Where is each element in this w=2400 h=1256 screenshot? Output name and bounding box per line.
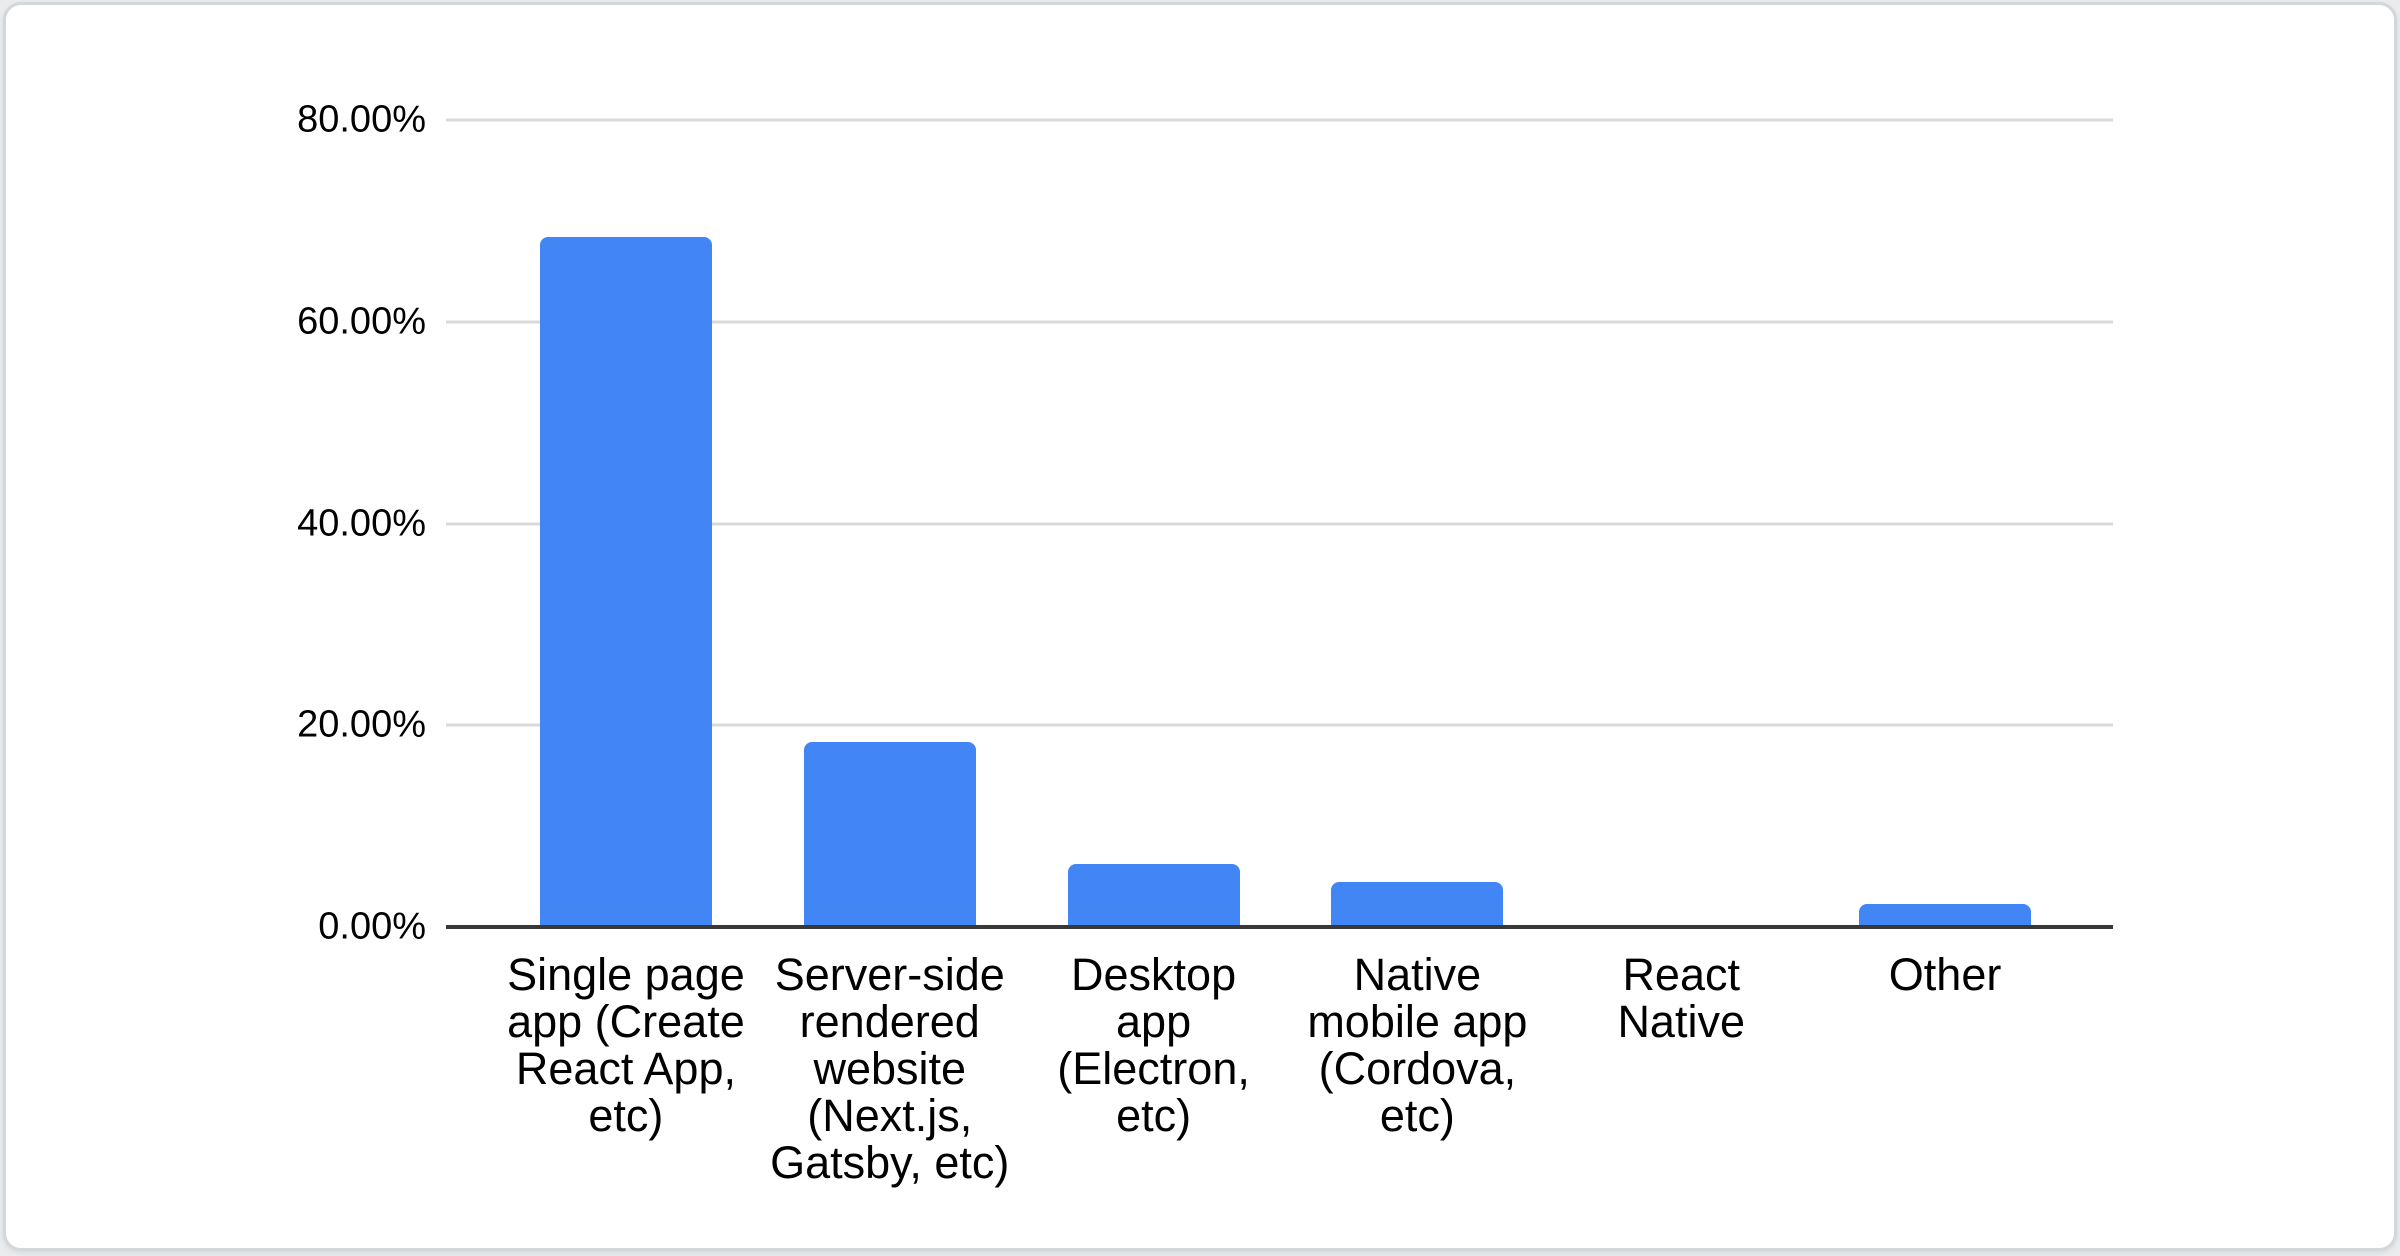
y-axis-tick-label: 20.00% <box>297 703 426 746</box>
bar-slot <box>1022 120 1286 927</box>
bar-slot <box>494 120 758 927</box>
x-axis-category-label-native-mobile-app-cordova-etc: Native mobile app (Cordova, etc) <box>1307 949 1528 1141</box>
bar-slot <box>758 120 1022 927</box>
x-axis-category-label-desktop-app-electron-etc: Desktop app (Electron, etc) <box>1057 949 1250 1141</box>
y-axis-tick-label: 60.00% <box>297 300 426 343</box>
x-axis-category-labels: Single page app (Create React App, etc) S… <box>494 927 2077 1186</box>
plot-area: 80.00% 60.00% 40.00% 20.00% 0.00% Single pag… <box>297 99 2113 1186</box>
gridline <box>446 118 2113 122</box>
x-axis-category-label-react-native: React Native <box>1617 949 1745 1047</box>
y-axis-tick-label: 80.00% <box>297 98 426 141</box>
y-axis-tick-label: 40.00% <box>297 502 426 544</box>
bar-other <box>1859 903 2032 927</box>
chart-card: 80.00% 60.00% 40.00% 20.00% 0.00% Single pag… <box>3 2 2397 1251</box>
bar-slot <box>1549 120 1813 927</box>
bar-native-mobile-app-cordova-etc <box>1331 881 1504 927</box>
gridline <box>446 723 2113 727</box>
x-axis-category-label-other: Other <box>1888 949 2002 1000</box>
y-axis-tick-label: 0.00% <box>318 905 426 948</box>
bar-slot <box>1285 120 1549 927</box>
bar-desktop-app-electron-etc <box>1067 864 1240 927</box>
bars-row <box>494 120 2077 927</box>
x-axis-line <box>446 925 2113 929</box>
bar-server-side-rendered-website-next-js-gatsby-etc <box>803 742 976 927</box>
gridline <box>446 522 2113 525</box>
bar-slot <box>1813 120 2077 927</box>
gridline <box>446 320 2113 324</box>
x-axis-category-label-single-page-app-create-react-app-etc: Single page app (Create React App, etc) <box>507 949 745 1141</box>
x-axis-category-label-server-side-rendered-website-next-js-gatsby-etc: Server-side rendered website (Next.js, G… <box>770 949 1010 1188</box>
bar-single-page-app-create-react-app-etc <box>539 237 712 927</box>
